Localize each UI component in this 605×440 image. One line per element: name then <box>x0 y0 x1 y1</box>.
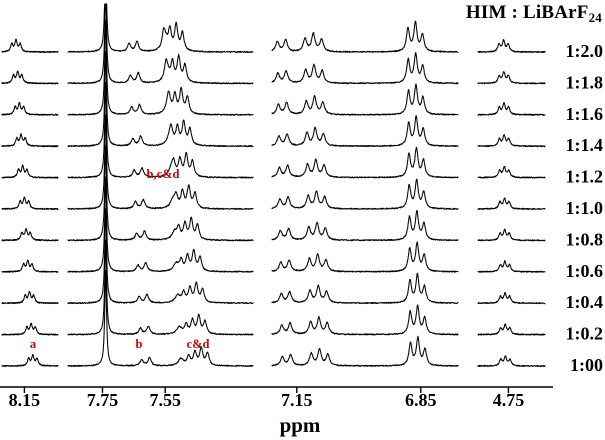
trace-102-segment-7.2-6.8ppm <box>271 304 459 336</box>
ratio-label: 1:1.8 <box>566 72 604 92</box>
trace-112-segment-4.75ppm <box>477 165 546 179</box>
figure-title: HIM : LiBArF24 <box>466 2 602 26</box>
trace-106-segment-7.9-7.3ppm <box>67 176 254 273</box>
ratio-label: 1:1.0 <box>566 198 604 218</box>
trace-114-segment-7.2-6.8ppm <box>271 115 459 148</box>
title-subscript: 24 <box>588 10 602 25</box>
trace-114-segment-7.9-7.3ppm <box>67 50 254 148</box>
axis-tick-label: 7.55 <box>149 390 181 410</box>
trace-106-segment-4.75ppm <box>477 260 546 273</box>
trace-114-segment-8ppm <box>1 133 59 148</box>
trace-106-segment-7.2-6.8ppm <box>271 241 459 273</box>
trace-106-segment-8ppm <box>1 259 59 273</box>
ratio-label: 1:1.2 <box>566 167 604 187</box>
ratio-label: 1:2.0 <box>566 41 604 61</box>
trace-108-segment-7.9-7.3ppm <box>67 144 254 242</box>
trace-120-segment-7.2-6.8ppm <box>271 20 459 53</box>
trace-108-segment-4.75ppm <box>477 228 546 242</box>
trace-116-segment-7.9-7.3ppm <box>67 19 254 116</box>
annotation-bcd: b,c&d <box>147 167 180 181</box>
trace-108-segment-8ppm <box>1 228 59 242</box>
ratio-label: 1:1.4 <box>566 135 604 155</box>
trace-102-segment-4.75ppm <box>477 323 546 336</box>
trace-112-segment-7.9-7.3ppm <box>67 81 254 179</box>
annotation-cd: c&d <box>187 337 210 351</box>
trace-116-segment-8ppm <box>1 101 59 116</box>
spectra-traces <box>1 3 546 368</box>
axis-tick-label: 7.75 <box>87 390 119 410</box>
trace-108-segment-7.2-6.8ppm <box>271 209 459 242</box>
ratio-label: 1:0.6 <box>566 261 604 281</box>
trace-100-segment-4.75ppm <box>477 355 546 368</box>
trace-102-segment-7.9-7.3ppm <box>67 239 254 336</box>
title-text: HIM : LiBArF <box>465 2 589 23</box>
axis-tick-label: 7.15 <box>281 390 313 410</box>
trace-120-segment-8ppm <box>1 38 59 54</box>
trace-118-segment-7.2-6.8ppm <box>271 52 459 85</box>
trace-110-segment-8ppm <box>1 196 59 211</box>
trace-112-segment-7.2-6.8ppm <box>271 146 459 179</box>
ratio-labels: 1:2.0 1:1.8 1:1.6 1:1.4 1:1.2 1:1.0 1:0.8 1:0.6… <box>566 41 604 375</box>
trace-118-segment-4.75ppm <box>477 71 546 85</box>
trace-116-segment-7.2-6.8ppm <box>271 83 459 116</box>
trace-100-segment-7.2-6.8ppm <box>271 335 459 367</box>
ratio-label: 1:0.2 <box>566 324 604 344</box>
trace-120-segment-4.75ppm <box>477 38 546 54</box>
trace-104-segment-8ppm <box>1 290 59 305</box>
annotation-b: b <box>136 337 143 351</box>
trace-116-segment-4.75ppm <box>477 102 546 116</box>
trace-118-segment-8ppm <box>1 70 59 85</box>
ratio-label: 1:1.6 <box>566 104 604 124</box>
trace-100-segment-7.9-7.3ppm <box>67 270 254 367</box>
trace-118-segment-7.9-7.3ppm <box>67 3 254 85</box>
axis-tick-label: 6.85 <box>405 390 437 410</box>
x-axis: 8.15 7.75 7.55 7.15 6.85 4.75 <box>0 386 553 410</box>
ratio-label: 1:0.4 <box>566 292 604 312</box>
trace-110-segment-7.2-6.8ppm <box>271 178 459 210</box>
annotation-a: a <box>30 337 37 351</box>
trace-112-segment-8ppm <box>1 164 59 179</box>
peak-annotations: a b c&d b,c&d <box>30 167 210 351</box>
trace-102-segment-8ppm <box>1 322 59 336</box>
trace-104-segment-4.75ppm <box>477 291 546 305</box>
trace-110-segment-7.9-7.3ppm <box>67 113 254 210</box>
trace-110-segment-4.75ppm <box>477 197 546 211</box>
axis-tick-label: 4.75 <box>493 390 525 410</box>
ratio-label: 1:0.8 <box>566 229 604 249</box>
x-axis-label: ppm <box>280 413 321 437</box>
trace-100-segment-8ppm <box>1 353 59 368</box>
trace-104-segment-7.2-6.8ppm <box>271 272 459 305</box>
axis-tick-label: 8.15 <box>9 390 41 410</box>
trace-104-segment-7.9-7.3ppm <box>67 208 254 305</box>
trace-120-segment-7.9-7.3ppm <box>67 3 254 54</box>
ratio-label: 1:00 <box>570 355 603 375</box>
trace-114-segment-4.75ppm <box>477 134 546 148</box>
